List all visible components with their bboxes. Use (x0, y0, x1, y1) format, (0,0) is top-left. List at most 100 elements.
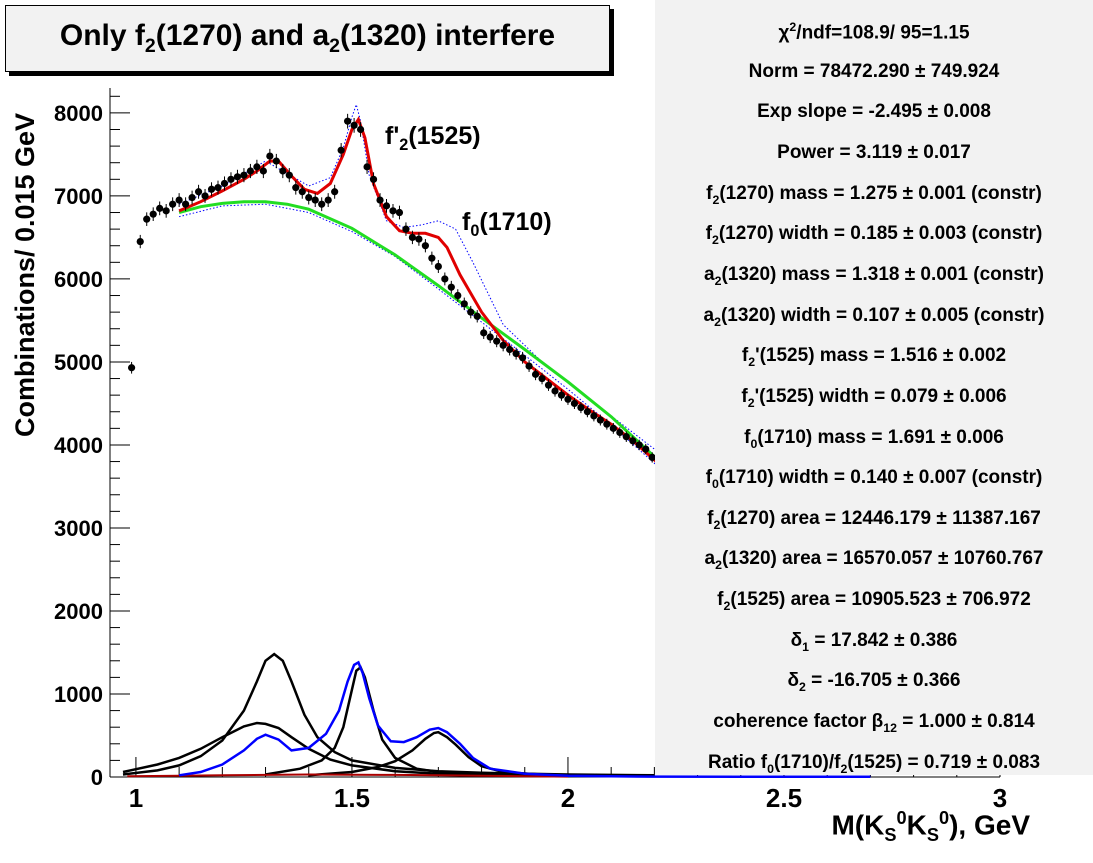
data-point (473, 312, 481, 320)
data-point (648, 453, 656, 462)
y-tick-label: 1000 (54, 682, 103, 707)
y-tick-label: 7000 (54, 184, 103, 209)
data-point (460, 300, 468, 308)
fit-stat-line: a2(1320) area = 16570.057 ± 10760.767 (704, 548, 1044, 573)
data-point (596, 416, 604, 424)
data-point (441, 275, 449, 283)
data-point (162, 207, 170, 215)
data-point (590, 412, 598, 420)
data-point (557, 391, 566, 399)
fit-stat-line: Ratio f0(1710)/f2(1525) = 0.719 ± 0.083 (707, 751, 1041, 776)
data-point (512, 350, 520, 358)
y-tick-label: 8000 (54, 101, 103, 126)
data-point (350, 121, 358, 129)
data-point (434, 262, 442, 271)
data-point (415, 235, 423, 243)
component-curve-2 (122, 721, 655, 778)
data-point (194, 188, 203, 196)
data-point (369, 175, 378, 183)
data-point (169, 200, 177, 208)
fit-stat-line: Power = 3.119 ± 0.017 (777, 141, 971, 163)
x-tick-label: 2 (561, 783, 575, 813)
data-point (486, 333, 494, 341)
interference-curve (178, 660, 871, 779)
data-point (240, 171, 248, 179)
data-point (564, 395, 572, 403)
data-point (583, 408, 592, 416)
data-point (175, 196, 183, 204)
data-point (149, 210, 157, 218)
data-point (603, 420, 611, 428)
data-point (233, 173, 242, 181)
data-point (518, 354, 527, 362)
fit-stat-line: f2(1525) area = 10905.523 ± 706.972 (717, 589, 1031, 613)
data-point (285, 171, 293, 179)
y-tick-label: 4000 (54, 433, 103, 458)
data-point (279, 167, 287, 175)
data-point (525, 362, 533, 370)
fit-stat-line: coherence factor β12 = 1.000 ± 0.814 (713, 711, 1035, 735)
component-curve-4 (308, 730, 590, 778)
data-point (454, 291, 462, 300)
data-point (544, 381, 553, 389)
x-axis-label: M(KS0KS0), GeV (831, 808, 1030, 845)
fit-stat-line: δ2 = -16.705 ± 0.366 (787, 670, 961, 695)
data-point (220, 179, 229, 188)
data-point (337, 146, 345, 154)
data-point (182, 200, 190, 208)
data-point (616, 428, 624, 437)
data-point (493, 337, 501, 345)
data-point (506, 345, 514, 354)
fit-stat-line: a2(1320) width = 0.107 ± 0.005 (constr) (703, 304, 1045, 329)
y-tick-label: 2000 (54, 599, 103, 624)
data-point (214, 184, 222, 192)
fit-stat-line: f2(1270) width = 0.185 ± 0.003 (constr) (705, 223, 1043, 248)
y-tick-label: 0 (91, 765, 103, 790)
data-point (408, 233, 417, 242)
data-point (395, 208, 404, 217)
x-tick-label: 3 (993, 783, 1007, 813)
data-point (156, 204, 164, 212)
data-point (538, 374, 546, 383)
data-point (356, 125, 365, 134)
data-point (331, 188, 339, 196)
data-point (246, 167, 255, 175)
data-point (421, 242, 429, 250)
data-point (227, 175, 235, 183)
y-tick-label: 5000 (54, 350, 103, 375)
data-point (272, 157, 280, 165)
fit-stat-line: f2(1270) mass = 1.275 ± 0.001 (constr) (706, 182, 1042, 207)
annotation-f2prime-1525: f'2(1525) (385, 122, 481, 154)
data-point (311, 196, 319, 204)
data-point (298, 188, 306, 196)
data-point (259, 167, 267, 175)
fit-stat-line: χ2/ndf=108.9/ 95=1.15 (778, 20, 970, 44)
y-tick-label: 3000 (54, 516, 103, 541)
data-point (570, 399, 579, 408)
data-point (253, 163, 261, 171)
y-tick-label: 6000 (54, 267, 103, 292)
error-band-lower (178, 203, 666, 479)
data-point (389, 207, 397, 215)
data-point (622, 433, 630, 441)
data-point (201, 192, 209, 200)
annotation-f0-1710: f0(1710) (462, 208, 552, 240)
data-point (207, 185, 216, 193)
data-point (531, 370, 540, 378)
data-point (551, 387, 559, 395)
data-point (363, 163, 371, 171)
data-point (188, 193, 196, 202)
y-axis-label: Combinations/ 0.015 GeV (10, 112, 40, 438)
data-point (642, 445, 650, 453)
fit-stat-line: f2'(1525) mass = 1.516 ± 0.002 (741, 345, 1007, 369)
data-point (128, 364, 136, 372)
fit-stat-line: f0(1710) mass = 1.691 ± 0.006 (744, 426, 1004, 451)
error-band-upper (178, 102, 666, 458)
data-point (344, 117, 352, 125)
data-point (609, 424, 617, 432)
x-tick-label: 1.5 (334, 783, 370, 813)
fit-stat-line: Norm = 78472.290 ± 749.924 (748, 60, 1000, 82)
data-point (136, 237, 144, 246)
data-point (382, 202, 391, 210)
